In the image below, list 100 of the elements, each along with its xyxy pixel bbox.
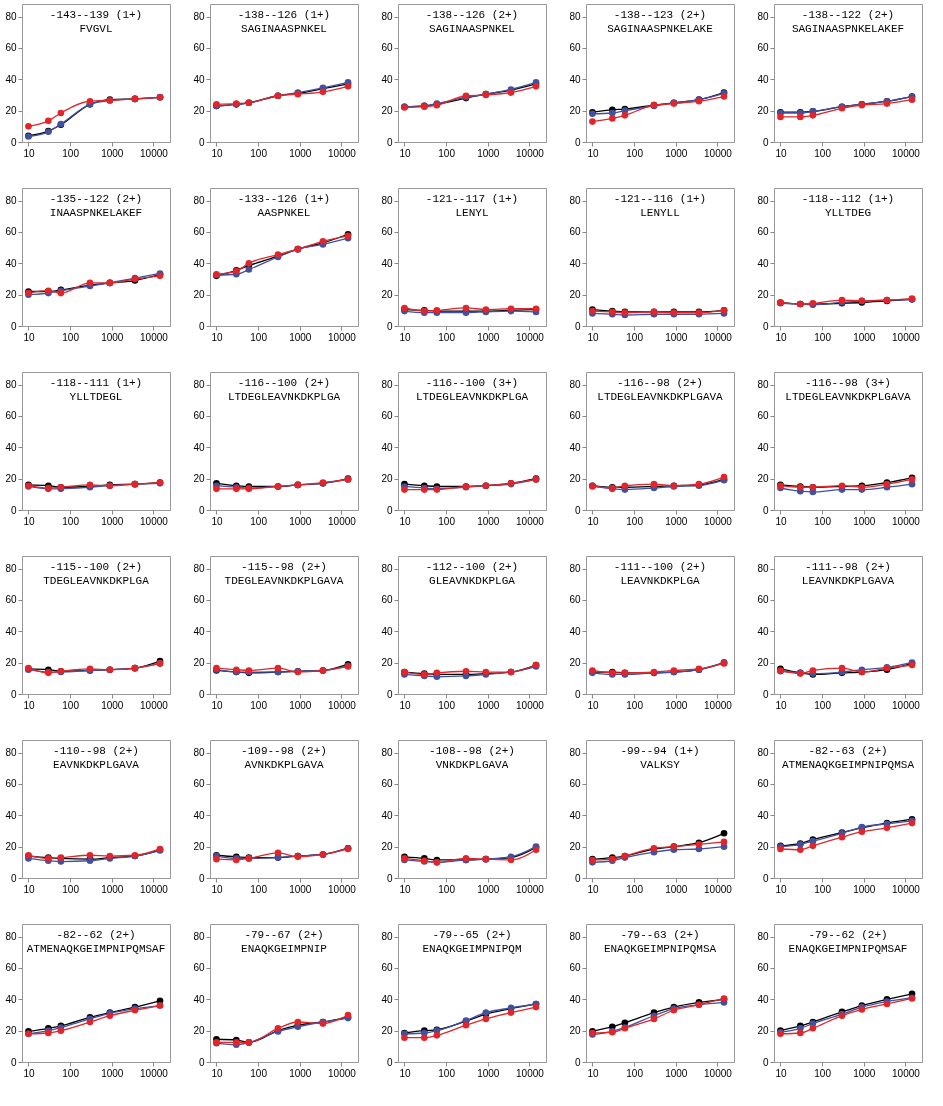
y-tick-label: 40 — [381, 73, 393, 85]
x-tick-label: 1000 — [853, 1067, 876, 1079]
y-tick-label: 60 — [5, 42, 17, 54]
y-tick-label: 60 — [757, 962, 769, 974]
y-tick-label: 0 — [574, 504, 581, 516]
y-tick-label: 20 — [193, 657, 205, 669]
y-tick-label: 60 — [381, 962, 393, 974]
x-tick-label: 10000 — [516, 147, 545, 159]
y-tick-label: 80 — [569, 747, 581, 759]
y-tick-label: 80 — [5, 931, 17, 943]
y-tick-label: 80 — [381, 379, 393, 391]
y-tick-label: 60 — [5, 410, 17, 422]
text: AVNKDKPLGAVA — [244, 759, 324, 771]
y-tick-label: 20 — [569, 841, 581, 853]
y-tick-label: 20 — [5, 841, 17, 853]
chart-title: -118--112 (1+) — [801, 193, 895, 205]
y-tick-label: 40 — [5, 257, 17, 269]
y-tick-label: 40 — [381, 809, 393, 821]
x-tick-label: 1000 — [477, 699, 500, 711]
y-tick-label: 0 — [762, 136, 769, 148]
y-tick-label: 80 — [757, 747, 769, 759]
x-tick-label: 10000 — [892, 331, 921, 343]
y-tick-label: 20 — [569, 289, 581, 301]
x-tick-label: 100 — [250, 883, 268, 895]
x-tick-label: 10 — [211, 331, 223, 343]
x-tick-label: 100 — [250, 331, 268, 343]
y-tick-label: 0 — [762, 504, 769, 516]
y-tick-label: 60 — [5, 594, 17, 606]
x-tick-label: 10 — [775, 147, 787, 159]
y-tick-label: 20 — [381, 841, 393, 853]
chart-title: -121--117 (1+) — [425, 193, 519, 205]
chart-title: -138--126 (1+) — [237, 9, 331, 21]
y-tick-label: 20 — [5, 473, 17, 485]
y-tick-label: 20 — [381, 657, 393, 669]
y-tick-label: 80 — [381, 195, 393, 207]
y-tick-label: 60 — [193, 962, 205, 974]
x-tick-label: 100 — [626, 699, 644, 711]
y-tick-label: 0 — [762, 1056, 769, 1068]
text: ATMENAQKGEIMPNIPQMSA — [781, 759, 915, 771]
text: TDEGLEAVNKDKPLGA — [43, 575, 150, 587]
x-tick-label: 100 — [814, 515, 832, 527]
y-tick-label: 20 — [757, 657, 769, 669]
y-tick-label: 80 — [193, 747, 205, 759]
chart-title: -143--139 (1+) — [49, 9, 143, 21]
x-tick-label: 1000 — [289, 883, 312, 895]
y-tick-label: 0 — [386, 872, 393, 884]
x-tick-label: 10 — [23, 883, 35, 895]
text: ENAQKGEIMPNIPQMSA — [603, 943, 717, 955]
text: AASPNKEL — [257, 207, 311, 219]
chart-title: -112--100 (2+) — [425, 561, 519, 573]
y-tick-label: 40 — [193, 809, 205, 821]
y-tick-label: 80 — [5, 11, 17, 23]
y-tick-label: 60 — [381, 594, 393, 606]
x-tick-label: 100 — [62, 331, 80, 343]
x-tick-label: 10 — [23, 147, 35, 159]
x-tick-label: 1000 — [665, 515, 688, 527]
chart-title: -133--126 (1+) — [237, 193, 331, 205]
chart-title: -116--100 (3+) — [425, 377, 519, 389]
x-tick-label: 1000 — [853, 147, 876, 159]
x-tick-label: 100 — [814, 147, 832, 159]
x-tick-label: 10000 — [704, 515, 733, 527]
text: INAASPNKELAKEF — [49, 207, 143, 219]
x-tick-label: 1000 — [289, 515, 312, 527]
y-tick-label: 40 — [5, 809, 17, 821]
y-tick-label: 80 — [569, 195, 581, 207]
x-tick-label: 10 — [587, 699, 599, 711]
y-tick-label: 40 — [757, 809, 769, 821]
x-tick-label: 100 — [438, 515, 456, 527]
chart-title: -110--98 (2+) — [53, 745, 139, 757]
y-tick-label: 20 — [757, 289, 769, 301]
y-tick-label: 0 — [10, 688, 17, 700]
y-tick-label: 60 — [193, 226, 205, 238]
y-tick-label: 40 — [569, 257, 581, 269]
text: LTDEGLEAVNKDKPLGAVA — [597, 391, 724, 403]
x-tick-label: 100 — [62, 1067, 80, 1079]
y-tick-label: 0 — [574, 872, 581, 884]
y-tick-label: 40 — [381, 625, 393, 637]
y-tick-label: 20 — [757, 841, 769, 853]
y-tick-label: 40 — [757, 257, 769, 269]
x-tick-label: 10 — [23, 331, 35, 343]
y-tick-label: 40 — [569, 993, 581, 1005]
y-tick-label: 80 — [757, 379, 769, 391]
x-tick-label: 10 — [399, 147, 411, 159]
chart-title: -79--67 (2+) — [244, 929, 324, 941]
y-tick-label: 60 — [381, 778, 393, 790]
y-tick-label: 60 — [757, 42, 769, 54]
y-tick-label: 0 — [198, 1056, 205, 1068]
y-tick-label: 80 — [193, 931, 205, 943]
y-tick-label: 20 — [381, 1025, 393, 1037]
text: GLEAVNKDKPLGA — [429, 575, 516, 587]
x-tick-label: 1000 — [101, 331, 124, 343]
y-tick-label: 20 — [5, 657, 17, 669]
x-tick-label: 100 — [626, 1067, 644, 1079]
x-tick-label: 10000 — [516, 331, 545, 343]
x-tick-label: 1000 — [853, 515, 876, 527]
y-tick-label: 40 — [193, 993, 205, 1005]
y-tick-label: 40 — [5, 73, 17, 85]
text: SAGINAASPNKELAKEF — [791, 23, 905, 35]
x-tick-label: 10 — [399, 515, 411, 527]
y-tick-label: 0 — [198, 688, 205, 700]
